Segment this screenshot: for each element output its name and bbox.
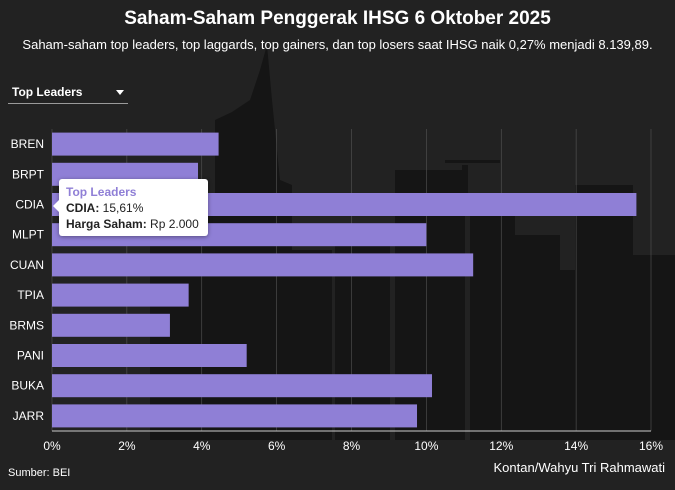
bar-bren[interactable] — [52, 132, 219, 156]
category-label: CUAN — [10, 258, 44, 272]
data-tooltip: Top Leaders CDIA: 15,61% Harga Saham: Rp… — [53, 179, 208, 236]
tooltip-price-row: Harga Saham: Rp 2.000 — [66, 216, 201, 232]
tooltip-title: Top Leaders — [66, 185, 137, 199]
category-label: BREN — [11, 137, 44, 151]
x-tick-label: 10% — [414, 439, 438, 453]
category-label: BRPT — [12, 167, 45, 181]
category-label: JARR — [13, 409, 45, 423]
x-tick-label: 14% — [564, 439, 588, 453]
source-note: Sumber: BEI — [8, 467, 71, 479]
chart-title: Saham-Saham Penggerak IHSG 6 Oktober 202… — [124, 8, 551, 29]
chevron-down-icon — [116, 90, 124, 95]
category-label: CDIA — [15, 198, 44, 212]
x-tick-labels-layer: 0% 2% 4% 6% 8% 10% 12% 14% 16% — [43, 439, 663, 453]
bar-tpia[interactable] — [52, 283, 189, 307]
category-label: BUKA — [11, 379, 44, 393]
bar-brms[interactable] — [52, 313, 170, 337]
x-tick-label: 12% — [489, 439, 513, 453]
category-select-dropdown[interactable]: Top Leaders — [8, 82, 128, 104]
chart-subtitle: Saham-saham top leaders, top laggards, t… — [22, 37, 653, 52]
tooltip-ticker-key: CDIA: — [66, 201, 100, 215]
tooltip-price-value: Rp 2.000 — [150, 217, 199, 231]
bar-cuan[interactable] — [52, 253, 474, 277]
x-tick-label: 6% — [268, 439, 286, 453]
x-tick-label: 2% — [118, 439, 136, 453]
category-label: MLPT — [12, 228, 45, 242]
dropdown-selected-label: Top Leaders — [12, 85, 83, 99]
credit-note: Kontan/Wahyu Tri Rahmawati — [493, 460, 665, 475]
x-tick-label: 8% — [343, 439, 361, 453]
x-tick-label: 16% — [639, 439, 663, 453]
category-label: TPIA — [17, 288, 44, 302]
bar-pani[interactable] — [52, 344, 247, 367]
x-tick-label: 0% — [43, 439, 61, 453]
tooltip-ticker-row: CDIA: 15,61% — [66, 200, 201, 216]
bar-buka[interactable] — [52, 374, 432, 398]
x-tick-label: 4% — [193, 439, 211, 453]
bars-layer — [52, 132, 637, 428]
category-labels-layer: BREN BRPT CDIA MLPT CUAN TPIA BRMS PANI BUKA JARR — [9, 137, 44, 423]
category-label: BRMS — [9, 318, 44, 332]
bar-jarr[interactable] — [52, 404, 418, 428]
tooltip-ticker-value: 15,61% — [102, 201, 144, 215]
tooltip-arrow — [53, 200, 59, 212]
tooltip-price-key: Harga Saham: — [66, 217, 147, 231]
category-label: PANI — [17, 349, 44, 363]
